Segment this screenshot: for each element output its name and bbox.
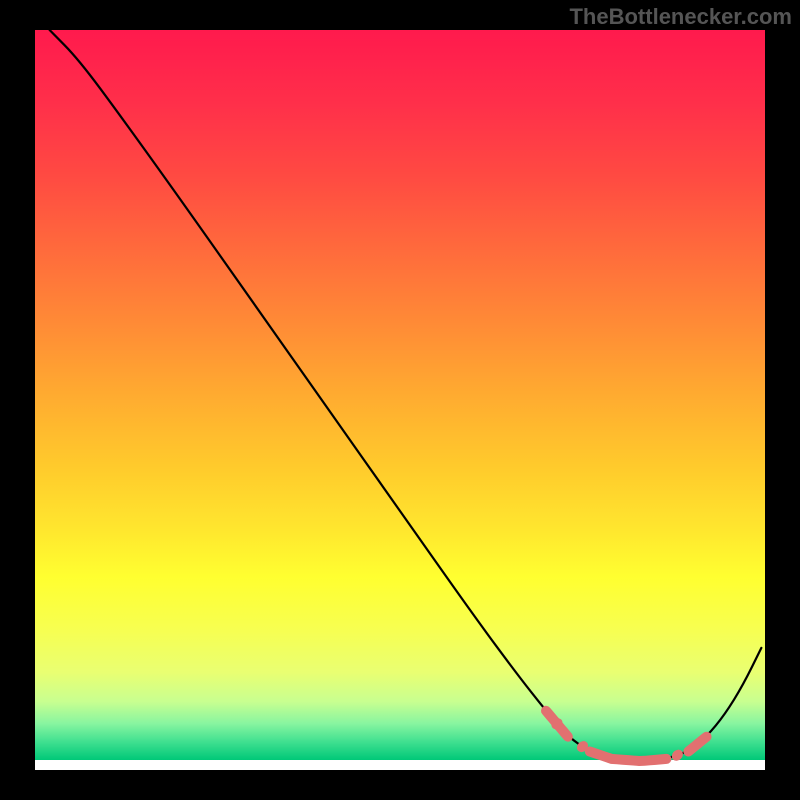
marker-group: [546, 711, 707, 763]
chart-curve-layer: [35, 30, 765, 770]
bottleneck-curve: [50, 30, 762, 761]
chart-plot-area: [35, 30, 765, 770]
watermark-text: TheBottlenecker.com: [569, 4, 792, 30]
marker-dot: [670, 747, 686, 763]
marker-segment: [590, 752, 667, 761]
